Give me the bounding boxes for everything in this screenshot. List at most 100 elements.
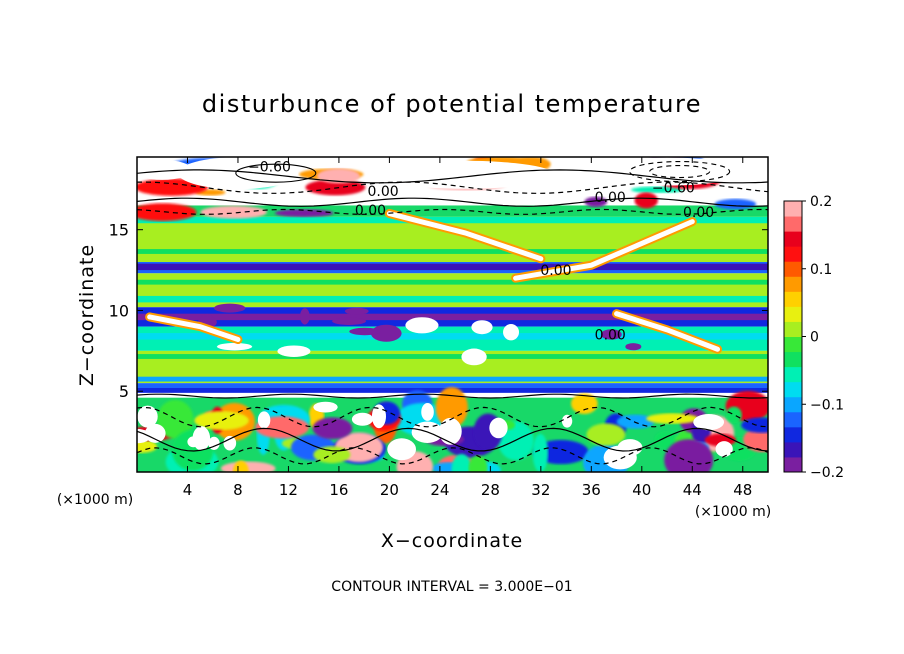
blob-up-14 [634, 192, 658, 209]
blob-low-57 [586, 423, 626, 446]
blob-up-5 [631, 186, 684, 194]
contour-interval-note: CONTOUR INTERVAL = 3.000E−01 [331, 579, 572, 595]
y-tick-label-2: 15 [109, 221, 129, 240]
x-tick-label-1: 8 [233, 481, 243, 499]
colorbar-tick-label-4: 0.2 [810, 194, 832, 210]
stripe-0 [137, 216, 768, 224]
stripe-6 [137, 313, 768, 321]
blob-low-white-10 [421, 402, 434, 421]
blob-up-24 [274, 209, 334, 217]
x-tick-label-8: 36 [582, 481, 601, 499]
blob-low-white-19 [693, 413, 725, 431]
colorbar-swatch-3 [784, 411, 802, 428]
streak-inner-3 [147, 314, 241, 343]
blob-low-white-21 [489, 417, 508, 439]
x-tick-label-7: 32 [531, 481, 550, 499]
blob-up-white-2 [587, 157, 748, 186]
blob-up-7 [305, 179, 366, 196]
y-tick-label-0: 5 [119, 382, 129, 401]
x-tick-label-2: 12 [279, 481, 298, 499]
blob-low-white-15 [144, 423, 166, 443]
colorbar-swatch-8 [784, 336, 802, 353]
colorbar-tick-label-1: −0.1 [810, 397, 844, 413]
blob-mid-9 [461, 348, 487, 366]
blob-mid-5 [625, 343, 642, 351]
x-tick-label-3: 16 [329, 481, 348, 499]
blob-low-white-6 [192, 426, 211, 451]
contour-closed-0 [629, 160, 731, 183]
x-tick-label-5: 24 [430, 481, 449, 499]
contour-closed-2 [235, 163, 317, 183]
contour-low-2 [137, 406, 768, 428]
blob-low-69 [312, 417, 353, 440]
contour-closed-1 [649, 164, 711, 179]
blob-mid-11 [600, 329, 622, 340]
blob-low-white-1 [561, 414, 573, 428]
contour-label-2: 0.00 [355, 203, 386, 219]
blob-low-68 [646, 413, 699, 424]
x-unit-label-left: (×1000 m) [57, 492, 133, 508]
contour-low-1 [137, 393, 768, 399]
blob-low-white-0 [313, 401, 338, 413]
contour-upper-1 [137, 169, 768, 184]
x-tick-label-6: 28 [481, 481, 500, 499]
blob-low-white-17 [603, 445, 637, 470]
colorbar-swatch-17 [784, 201, 802, 217]
colorbar-swatch-15 [784, 231, 802, 247]
stripe-8 [137, 354, 768, 359]
colorbar-swatch-5 [784, 381, 802, 398]
blob-low-white-8 [351, 412, 374, 426]
blob-low-33 [435, 387, 468, 429]
colorbar-ticks: −0.2 −0.1 0 0.1 0.2 [802, 194, 844, 481]
y-axis-ticks: 5 10 15 [109, 221, 768, 401]
x-tick-label-9: 40 [632, 481, 651, 499]
colorbar-swatch-0 [784, 456, 802, 473]
blob-low-white-5 [223, 435, 237, 451]
contour-upper-2 [137, 181, 768, 194]
blob-low-white-11 [387, 438, 417, 461]
contour-upper-4 [137, 208, 768, 215]
colorbar-swatch-11 [784, 291, 802, 307]
blob-low-26 [232, 460, 249, 472]
blob-up-white-0 [177, 157, 298, 190]
colorbar-tick-label-2: 0 [810, 330, 819, 346]
colorbar-swatch-1 [784, 441, 802, 458]
blob-mid-0 [277, 345, 311, 357]
blob-up-9 [714, 198, 757, 210]
contour-labels: −0.60 0.00 0.00 0.00 −0.60 0.00 0.00 0.00 [248, 160, 714, 344]
blob-low-white-2 [208, 436, 220, 450]
stripe-3 [137, 263, 768, 271]
colorbar-swatch-6 [784, 366, 802, 383]
plot-frame [136, 156, 769, 473]
contour-label-1: 0.00 [368, 184, 399, 200]
x-axis-ticks: 4 8 12 16 20 24 28 32 36 40 44 48 [183, 157, 752, 499]
contour-label-4: −0.60 [652, 181, 695, 197]
y-tick-label-1: 10 [109, 301, 129, 320]
colorbar-swatch-14 [784, 246, 802, 262]
blob-low-55 [570, 393, 598, 415]
blob-mid-6 [216, 342, 253, 351]
blob-low-18 [137, 439, 158, 453]
colorbar-swatch-13 [784, 261, 802, 277]
contour-label-7: 0.00 [595, 328, 626, 344]
colorbar-tick-label-0: −0.2 [810, 465, 844, 481]
y-axis-label: Z−coordinate [76, 244, 98, 386]
blob-low-white-12 [257, 411, 271, 429]
blob-up-6 [137, 203, 197, 222]
colorbar-swatch-12 [784, 276, 802, 292]
colorbar-swatch-10 [784, 306, 802, 322]
x-axis-label: X−coordinate [381, 530, 523, 552]
blob-low-13 [654, 431, 678, 449]
contour-label-3: 0.00 [595, 190, 626, 206]
blob-low-white-20 [371, 404, 387, 429]
x-tick-label-4: 20 [380, 481, 399, 499]
blob-low-white-3 [439, 417, 462, 445]
blob-mid-4 [332, 317, 367, 325]
contour-low-4 [137, 447, 768, 465]
blob-low-51 [726, 406, 742, 424]
contour-label-5: 0.00 [683, 205, 714, 221]
blob-low-19 [743, 427, 768, 453]
stripe-5 [137, 295, 768, 303]
contour-lines [137, 160, 768, 465]
